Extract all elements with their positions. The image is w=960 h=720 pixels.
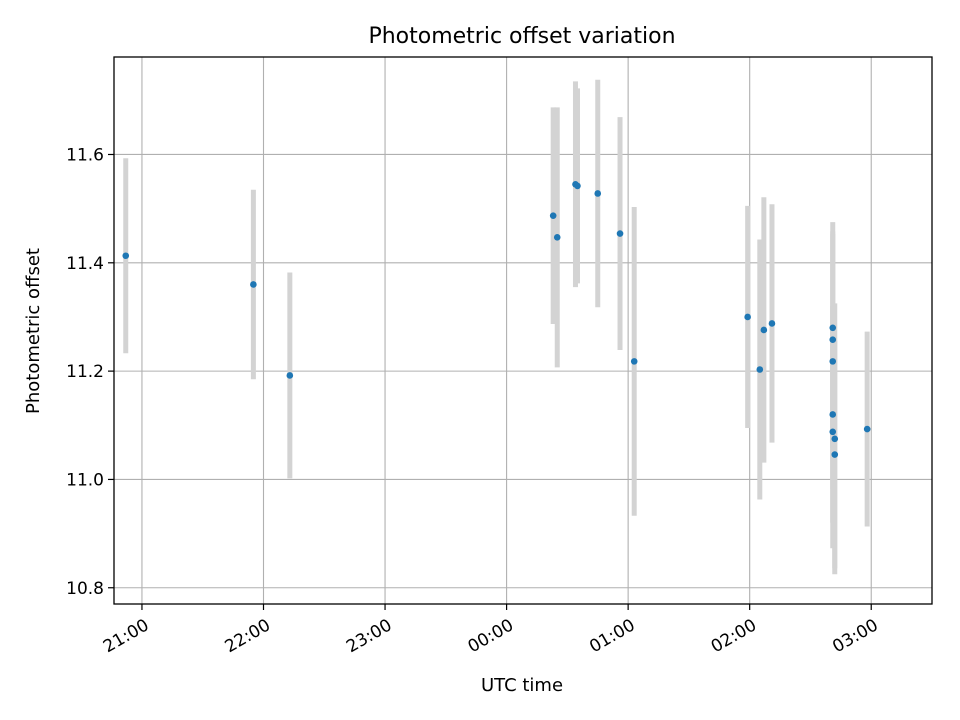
y-tick-label: 10.8 — [66, 579, 104, 599]
data-point — [829, 411, 837, 418]
data-point — [756, 366, 764, 373]
data-point — [744, 313, 751, 321]
x-tick-label: 21:00 — [100, 615, 152, 657]
data-point — [122, 252, 130, 260]
chart-title: Photometric offset variation — [368, 24, 675, 49]
x-tick-label: 00:00 — [465, 615, 517, 657]
data-point — [549, 212, 557, 219]
x-axis: 21:00 22:00 23:00 00:00 01:00 02:00 03:00 — [100, 604, 882, 657]
data-point — [768, 320, 776, 327]
data-point — [630, 358, 638, 365]
x-tick-label: 22:00 — [222, 615, 274, 657]
data-point — [250, 281, 257, 288]
data-point — [831, 451, 839, 458]
error-bars — [123, 79, 870, 575]
data-point — [829, 358, 837, 365]
data-point — [574, 182, 581, 190]
data-point — [594, 190, 602, 197]
data-point — [863, 425, 871, 433]
y-tick-label: 11.6 — [66, 145, 104, 165]
x-tick-label: 23:00 — [343, 615, 395, 657]
x-tick-label: 01:00 — [586, 615, 638, 657]
data-point — [829, 336, 837, 344]
y-axis: 10.8 11.0 11.2 11.4 11.6 — [66, 145, 114, 599]
grid — [114, 57, 932, 604]
y-axis-label: Photometric offset — [23, 248, 44, 414]
y-tick-label: 11.2 — [66, 362, 104, 382]
data-point — [286, 372, 294, 379]
x-axis-label: UTC time — [481, 675, 563, 696]
x-tick-label: 02:00 — [708, 615, 760, 657]
data-point — [616, 230, 624, 237]
y-tick-label: 11.0 — [66, 470, 104, 490]
x-tick-label: 03:00 — [829, 615, 881, 657]
y-tick-label: 11.4 — [66, 254, 104, 274]
data-point — [829, 428, 837, 436]
data-point — [760, 326, 768, 334]
data-point — [829, 324, 837, 332]
data-points — [122, 180, 871, 458]
plot-frame — [113, 56, 933, 605]
data-point — [553, 234, 561, 241]
data-point — [831, 435, 839, 443]
